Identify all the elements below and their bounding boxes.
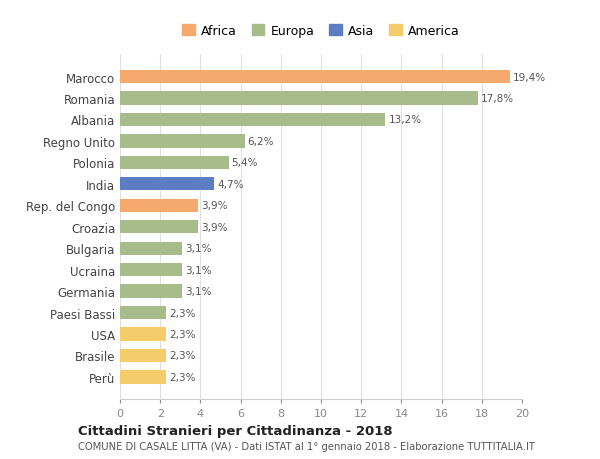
Text: 6,2%: 6,2%: [248, 137, 274, 146]
Text: 3,9%: 3,9%: [202, 201, 228, 211]
Text: 4,7%: 4,7%: [217, 179, 244, 190]
Bar: [120, 178, 214, 191]
Bar: [120, 370, 166, 384]
Text: 2,3%: 2,3%: [169, 372, 196, 382]
Text: 19,4%: 19,4%: [513, 73, 546, 82]
Text: 3,1%: 3,1%: [185, 265, 212, 275]
Text: 3,9%: 3,9%: [202, 222, 228, 232]
Text: 13,2%: 13,2%: [388, 115, 421, 125]
Bar: [120, 285, 182, 298]
Bar: [120, 306, 166, 319]
Text: COMUNE DI CASALE LITTA (VA) - Dati ISTAT al 1° gennaio 2018 - Elaborazione TUTTI: COMUNE DI CASALE LITTA (VA) - Dati ISTAT…: [78, 441, 535, 451]
Bar: [120, 157, 229, 170]
Bar: [120, 113, 385, 127]
Text: 5,4%: 5,4%: [232, 158, 258, 168]
Legend: Africa, Europa, Asia, America: Africa, Europa, Asia, America: [177, 20, 465, 43]
Text: 3,1%: 3,1%: [185, 286, 212, 297]
Text: 3,1%: 3,1%: [185, 244, 212, 254]
Text: 2,3%: 2,3%: [169, 329, 196, 339]
Bar: [120, 135, 245, 148]
Bar: [120, 199, 199, 213]
Bar: [120, 349, 166, 362]
Bar: [120, 328, 166, 341]
Text: 17,8%: 17,8%: [481, 94, 514, 104]
Text: Cittadini Stranieri per Cittadinanza - 2018: Cittadini Stranieri per Cittadinanza - 2…: [78, 424, 392, 437]
Bar: [120, 221, 199, 234]
Bar: [120, 263, 182, 277]
Bar: [120, 92, 478, 106]
Bar: [120, 71, 510, 84]
Text: 2,3%: 2,3%: [169, 351, 196, 361]
Text: 2,3%: 2,3%: [169, 308, 196, 318]
Bar: [120, 242, 182, 255]
